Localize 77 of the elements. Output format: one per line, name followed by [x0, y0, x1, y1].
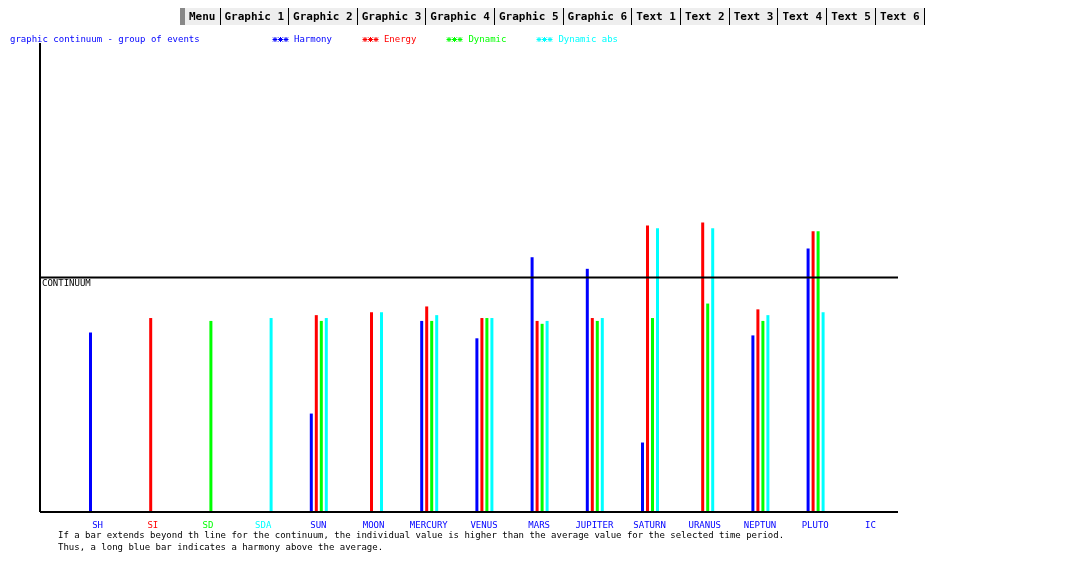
bar — [530, 257, 534, 512]
bar — [535, 320, 539, 512]
text: Text 5 — [827, 8, 876, 25]
bar — [656, 228, 659, 512]
x-tick-label: MERCURY — [409, 520, 449, 530]
bar — [209, 320, 213, 512]
bar — [485, 318, 489, 512]
text: Graphic 1 — [220, 8, 290, 25]
x-tick-label: URANUS — [688, 520, 722, 530]
bar — [89, 332, 92, 512]
bar — [756, 309, 760, 512]
bar — [600, 318, 604, 512]
legend-label: Energy — [383, 34, 417, 44]
chart-title: graphic continuum - group of events — [10, 34, 200, 44]
text: Text 1 — [632, 8, 681, 25]
bar — [475, 338, 479, 512]
text: If a bar extends beyond th line for the continuum, the individual value is higher than the average value for the selected time period. — [58, 530, 785, 540]
bar — [590, 318, 594, 512]
x-tick-label: JUPITER — [575, 520, 614, 530]
bar — [761, 320, 765, 512]
bar — [490, 318, 494, 512]
text: Menu — [185, 8, 221, 25]
x-tick-label: SATURN — [633, 520, 666, 530]
bar — [309, 413, 313, 512]
bar — [430, 320, 434, 512]
text: Graphic 6 — [563, 8, 633, 25]
bar — [370, 312, 373, 512]
text: Text 4 — [778, 8, 828, 25]
bar — [420, 320, 424, 512]
bar — [816, 231, 820, 512]
bar — [545, 320, 549, 512]
x-tick-label: IC — [864, 520, 876, 530]
bar — [319, 320, 323, 512]
bar — [751, 335, 755, 512]
legend-label: Harmony — [294, 34, 332, 44]
bar — [806, 248, 810, 512]
bar — [701, 222, 705, 512]
bar — [595, 320, 599, 512]
bar — [651, 318, 654, 512]
bar — [641, 442, 644, 512]
x-tick-label: SDA — [255, 520, 272, 530]
x-tick-label: MOON — [362, 520, 385, 530]
bar — [766, 315, 770, 512]
x-tick-label: SI — [147, 520, 159, 530]
text: Text 2 — [680, 8, 730, 25]
text: Graphic 3 — [357, 8, 427, 25]
bar — [149, 318, 153, 512]
x-tick-label: MARS — [528, 520, 551, 530]
x-tick-label: PLUTO — [801, 520, 829, 530]
x-tick-label: VENUS — [470, 520, 498, 530]
text: Graphic 2 — [289, 8, 358, 25]
x-tick-label: SD — [202, 520, 214, 530]
text: Thus, a long blue bar indicates a harmony above the average. — [58, 542, 384, 552]
x-tick-label: SUN — [310, 520, 327, 530]
bar — [269, 318, 273, 512]
bar — [585, 268, 589, 512]
bar — [314, 315, 318, 512]
text: Graphic 5 — [494, 8, 564, 25]
text: Text 3 — [729, 8, 779, 25]
text: Text 6 — [875, 8, 925, 25]
bar — [711, 228, 715, 512]
ref-line-label: CONTINUUM — [42, 277, 92, 288]
bar — [425, 306, 429, 512]
text: Graphic 4 — [426, 8, 495, 25]
bar — [811, 231, 815, 512]
bar — [706, 303, 710, 512]
bar — [380, 312, 383, 512]
bar — [821, 312, 825, 512]
bar — [540, 323, 544, 512]
legend-label: Dynamic — [468, 34, 507, 44]
legend-label: Dynamic abs — [558, 34, 618, 44]
bar — [324, 318, 328, 512]
x-tick-label: NEPTUN — [743, 520, 777, 530]
x-tick-label: SH — [92, 520, 104, 530]
bar — [435, 315, 439, 512]
bar — [480, 318, 484, 512]
bar — [646, 225, 649, 512]
